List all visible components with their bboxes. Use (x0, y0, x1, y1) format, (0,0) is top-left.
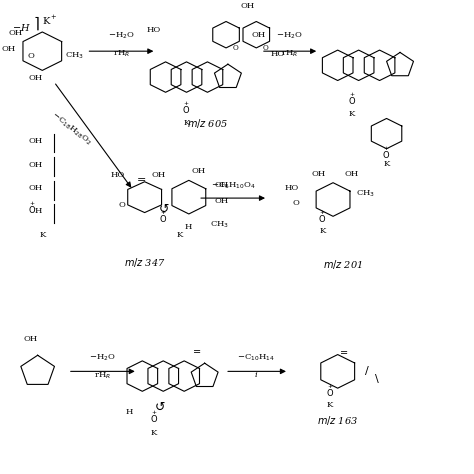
Text: /: / (365, 366, 369, 376)
Text: OH: OH (28, 184, 43, 192)
Text: OH: OH (28, 74, 43, 82)
Text: $\overset{+}{\mathrm{O}}$: $\overset{+}{\mathrm{O}}$ (326, 383, 334, 399)
Text: =: = (339, 348, 347, 358)
Text: K: K (183, 119, 190, 128)
Text: O: O (232, 44, 238, 52)
Text: OH: OH (214, 181, 228, 189)
Text: K: K (348, 110, 355, 118)
Text: K: K (383, 160, 390, 168)
Text: K: K (327, 401, 333, 409)
Text: O: O (263, 44, 268, 52)
Text: $\overset{+}{\mathrm{O}}$: $\overset{+}{\mathrm{O}}$ (319, 209, 327, 225)
Text: CH$_3$: CH$_3$ (356, 189, 375, 199)
Text: OH: OH (9, 29, 23, 37)
Text: i: i (255, 371, 257, 379)
Text: $m/z$ 201: $m/z$ 201 (322, 258, 362, 271)
Text: $-$H: $-$H (12, 22, 31, 33)
Text: $m/z$ 347: $m/z$ 347 (124, 256, 165, 269)
Text: OH: OH (28, 161, 43, 169)
Text: OH: OH (240, 2, 254, 10)
Text: OH: OH (214, 197, 228, 205)
Text: $-$C$_{18}$H$_{28}$O$_2$: $-$C$_{18}$H$_{28}$O$_2$ (49, 110, 94, 148)
Text: OH: OH (311, 170, 326, 178)
Text: $-$C$_{10}$H$_{14}$: $-$C$_{10}$H$_{14}$ (237, 353, 275, 364)
Text: OH: OH (2, 45, 16, 53)
Text: O: O (118, 201, 125, 209)
Text: O: O (292, 200, 299, 208)
Text: OH: OH (24, 335, 38, 343)
Text: $\overset{+}{\mathrm{O}}$: $\overset{+}{\mathrm{O}}$ (159, 208, 167, 225)
Text: $m/z$ 605: $m/z$ 605 (187, 117, 228, 130)
Text: =: = (137, 175, 146, 185)
Text: rH$_R$: rH$_R$ (113, 49, 130, 59)
Text: $\overset{+}{\mathrm{O}}$: $\overset{+}{\mathrm{O}}$ (347, 90, 356, 107)
Text: OH: OH (28, 137, 43, 145)
Text: HO: HO (111, 172, 125, 179)
Text: O: O (27, 52, 35, 60)
Text: rH$_R$: rH$_R$ (94, 371, 111, 382)
Text: K: K (176, 231, 182, 239)
Text: $\circlearrowleft$: $\circlearrowleft$ (152, 401, 165, 414)
Text: OH: OH (151, 172, 165, 179)
Text: $m/z$ 163: $m/z$ 163 (317, 414, 358, 427)
Text: K: K (151, 429, 157, 437)
Text: CH$_3$: CH$_3$ (64, 50, 84, 61)
Text: HO: HO (147, 26, 161, 34)
Text: $\overset{+}{\mathrm{O}}$: $\overset{+}{\mathrm{O}}$ (150, 409, 158, 425)
Text: \: \ (375, 374, 379, 384)
Text: $-$C$_6$H$_{10}$O$_4$: $-$C$_6$H$_{10}$O$_4$ (210, 181, 255, 191)
Text: $\circlearrowleft$: $\circlearrowleft$ (156, 203, 170, 216)
Text: CH$_3$: CH$_3$ (210, 220, 229, 230)
Text: $\rceil$: $\rceil$ (33, 14, 40, 32)
Text: $-$H$_2$O: $-$H$_2$O (90, 353, 116, 364)
Text: $\overset{+}{\mathrm{O}}$H: $\overset{+}{\mathrm{O}}$H (28, 199, 44, 216)
Text: $-$H$_2$O: $-$H$_2$O (276, 31, 303, 41)
Text: $\overset{+}{\mathrm{O}}$: $\overset{+}{\mathrm{O}}$ (383, 145, 391, 161)
Text: K: K (39, 231, 46, 239)
Text: OH: OH (252, 31, 266, 39)
Text: =: = (193, 347, 201, 357)
Text: K$^+$: K$^+$ (42, 14, 58, 27)
Text: $\overset{+}{\mathrm{O}}$: $\overset{+}{\mathrm{O}}$ (182, 100, 191, 116)
Text: HO: HO (270, 50, 284, 57)
Text: OH: OH (344, 170, 358, 178)
Text: rH$_R$: rH$_R$ (282, 49, 298, 59)
Text: K: K (319, 227, 326, 235)
Text: H: H (184, 223, 191, 231)
Text: HO: HO (285, 183, 299, 191)
Text: H: H (126, 408, 133, 416)
Text: OH: OH (191, 167, 206, 175)
Text: $-$H$_2$O: $-$H$_2$O (108, 31, 135, 41)
